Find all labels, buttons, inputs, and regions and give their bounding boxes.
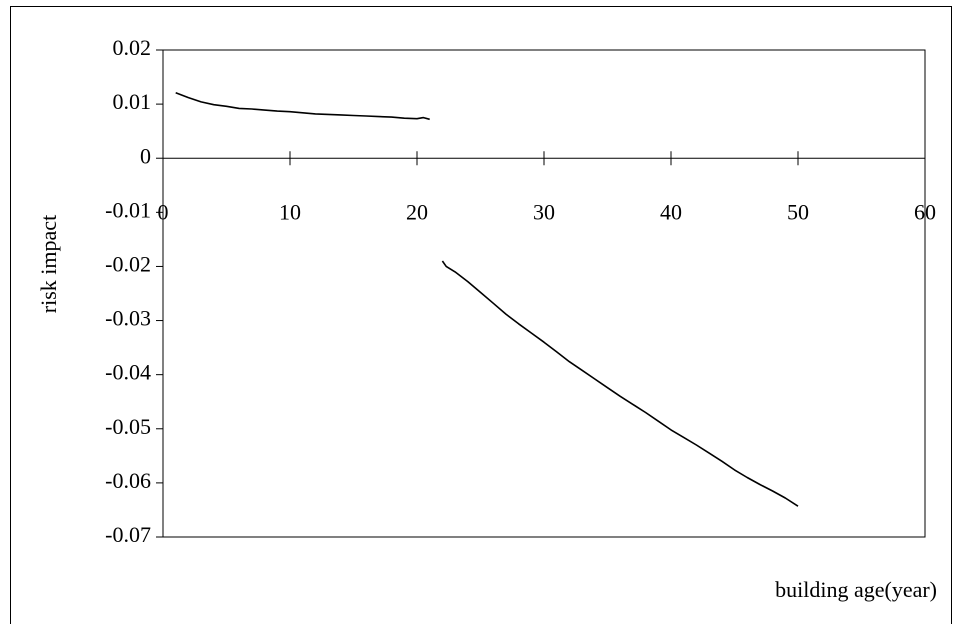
- y-tick-label: -0.06: [105, 468, 151, 493]
- x-tick-label: 0: [158, 199, 169, 224]
- x-tick-label: 50: [787, 199, 809, 224]
- x-tick-label: 30: [533, 199, 555, 224]
- y-tick-label: 0.01: [113, 89, 152, 114]
- y-axis: 0.02 0.01 0 -0.01 -0.02 -0.03 -0.04 -0.05 -0.06 -…: [105, 35, 163, 547]
- y-tick-label: 0: [140, 143, 151, 168]
- series-line-1: [175, 91, 430, 121]
- y-tick-label: -0.07: [105, 522, 151, 547]
- x-tick-label: 60: [914, 199, 936, 224]
- x-tick-label: 20: [406, 199, 428, 224]
- plot-border: [162, 49, 926, 538]
- y-tick-label: -0.04: [105, 360, 151, 385]
- x-axis: 0 10 20 30 40 50 60: [158, 151, 936, 224]
- y-axis-title: risk impact: [36, 215, 61, 313]
- y-tick-label: -0.03: [105, 306, 151, 331]
- y-tick-label: -0.05: [105, 414, 151, 439]
- y-tick-label: -0.02: [105, 251, 151, 276]
- plot-area: [162, 49, 926, 538]
- chart-frame: [10, 6, 952, 624]
- x-axis-title: building age(year): [775, 577, 937, 602]
- series-layer: [175, 91, 799, 507]
- series-line-2: [441, 260, 799, 507]
- x-tick-label: 40: [660, 199, 682, 224]
- y-tick-label: -0.01: [105, 197, 151, 222]
- x-tick-label: 10: [279, 199, 301, 224]
- y-tick-label: 0.02: [113, 35, 152, 60]
